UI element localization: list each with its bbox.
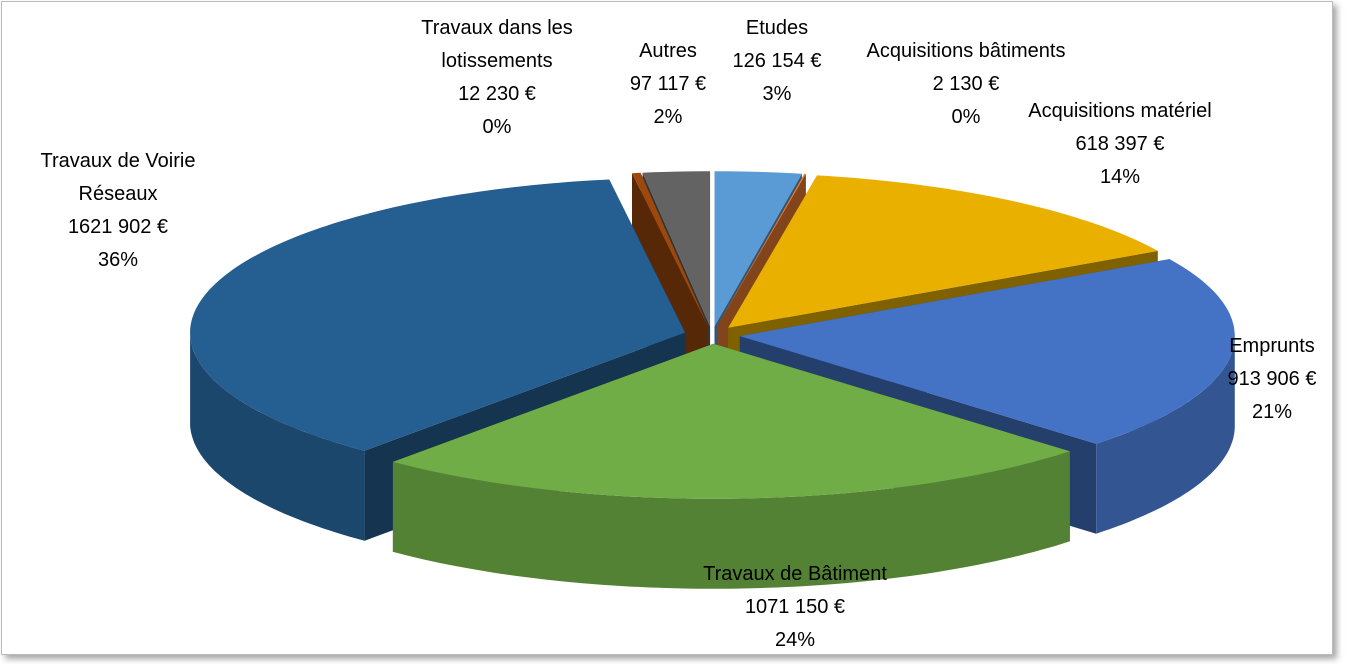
label-value: 1621 902 €: [67, 216, 169, 238]
slice: [717, 173, 806, 327]
label-percent: 0%: [951, 106, 981, 128]
slice: [392, 343, 1070, 499]
data-label: Emprunts 913 906 € 21%: [1207, 330, 1337, 429]
slice: [642, 171, 711, 327]
data-label: Travaux de Bâtiment 1071 150 € 24%: [645, 558, 945, 657]
label-name: Acquisitions bâtiments: [866, 40, 1066, 62]
label-percent: 0%: [482, 116, 512, 138]
data-label: Acquisitions bâtiments 2 130 € 0%: [831, 35, 1101, 134]
label-percent: 24%: [774, 629, 816, 651]
label-value: 913 906 €: [1227, 368, 1317, 390]
label-percent: 3%: [762, 83, 792, 105]
label-value: 1071 150 €: [744, 596, 846, 618]
label-percent: 14%: [1099, 166, 1141, 188]
slice: [632, 172, 708, 327]
label-value: 618 397 €: [1075, 133, 1165, 155]
slice-wall: [1096, 336, 1235, 534]
data-label: Travaux de Voirie Réseaux 1621 902 € 36%: [18, 145, 218, 277]
label-value: 2 130 €: [932, 73, 1000, 95]
label-name: Travaux de Bâtiment: [703, 563, 887, 585]
slice: [714, 171, 802, 327]
slice-wall: [190, 332, 365, 541]
label-name: Emprunts: [1229, 335, 1315, 357]
label-percent: 21%: [1251, 401, 1293, 423]
slice: [190, 179, 686, 451]
slice-wall: [392, 451, 1070, 589]
label-name: Etudes: [745, 17, 809, 39]
data-label: Travaux dans les lotissements 12 230 € 0%: [402, 12, 592, 144]
label-value: 126 154 €: [732, 50, 822, 72]
data-label: Autres 97 117 € 2%: [618, 35, 718, 134]
label-value: 12 230 €: [458, 83, 536, 105]
slice: [739, 259, 1235, 444]
label-percent: 2%: [653, 106, 683, 128]
label-name: Acquisitions matériel: [1028, 100, 1212, 122]
label-name: Travaux de Voirie Réseaux: [40, 150, 196, 205]
label-name: Travaux dans les lotissements: [421, 17, 573, 72]
label-value: 97 117 €: [629, 73, 707, 95]
data-label: Etudes 126 154 € 3%: [722, 12, 832, 111]
label-percent: 36%: [97, 249, 139, 271]
data-label: Acquisitions matériel 618 397 € 14%: [985, 95, 1255, 194]
slice: [728, 175, 1158, 328]
label-name: Autres: [639, 40, 697, 62]
